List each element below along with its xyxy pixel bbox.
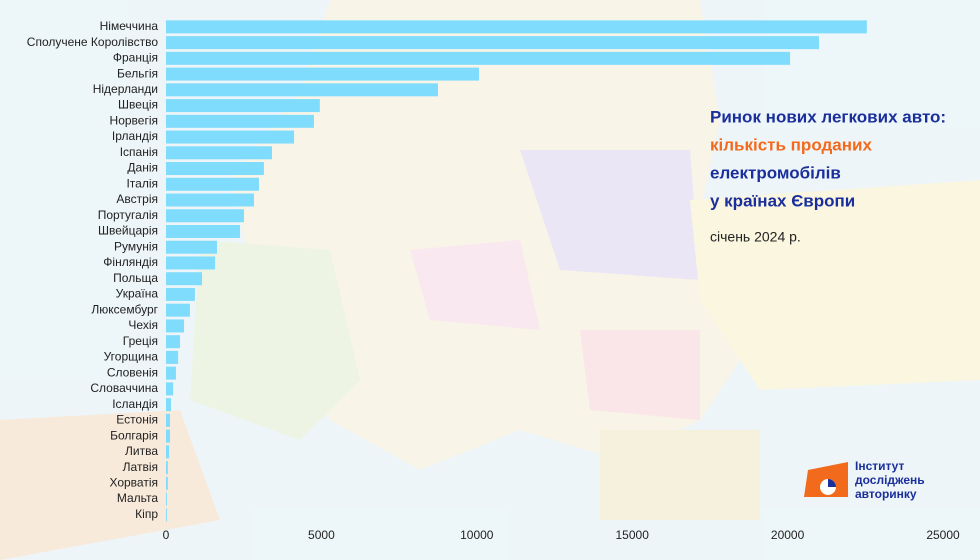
bar: [166, 366, 176, 380]
y-tick-label: Польща: [113, 271, 158, 285]
y-tick-label: Данія: [127, 161, 158, 175]
bar: [166, 177, 259, 191]
y-tick-label: Швейцарія: [98, 224, 158, 238]
y-tick-label: Румунія: [114, 239, 158, 253]
y-tick-label: Сполучене Королівство: [27, 35, 159, 49]
y-tick-label: Швеція: [118, 98, 158, 112]
x-tick-label: 15000: [616, 528, 650, 542]
y-tick-label: Німеччина: [100, 19, 159, 33]
bar: [166, 146, 272, 160]
y-tick-label: Кіпр: [135, 507, 158, 521]
bar: [166, 303, 190, 317]
chart-title: Ринок нових легкових авто:: [710, 107, 946, 126]
y-tick-label: Португалія: [98, 208, 158, 222]
x-tick-label: 5000: [308, 528, 335, 542]
bar: [166, 461, 168, 475]
y-tick-label: Бельгія: [117, 66, 158, 80]
bar: [166, 36, 819, 50]
bar: [166, 335, 180, 349]
bar: [166, 224, 240, 238]
y-tick-label: Хорватія: [109, 476, 158, 490]
logo-text: досліджень: [855, 473, 925, 487]
x-tick-label: 0: [163, 528, 170, 542]
y-tick-label: Іспанія: [120, 145, 158, 159]
bar: [166, 287, 195, 301]
logo-text: авторинку: [855, 487, 917, 501]
y-tick-label: Ісландія: [112, 397, 158, 411]
bar: [166, 209, 245, 223]
chart-title: електромобілів: [710, 163, 841, 182]
y-tick-label: Люксембург: [91, 302, 158, 316]
bar: [166, 398, 171, 412]
bar: [166, 130, 295, 144]
bar: [166, 114, 314, 128]
x-tick-label: 20000: [771, 528, 805, 542]
y-tick-label: Естонія: [116, 413, 158, 427]
bar: [166, 83, 438, 97]
y-tick-label: Мальта: [117, 491, 158, 505]
logo-mark: [804, 462, 848, 497]
chart-subtitle: січень 2024 р.: [710, 229, 801, 245]
y-tick-label: Словаччина: [90, 381, 158, 395]
bar: [166, 492, 167, 506]
bar: [166, 99, 320, 113]
y-tick-label: Греція: [123, 334, 158, 348]
y-tick-label: Нідерланди: [93, 82, 158, 96]
bar: [166, 240, 217, 254]
y-tick-label: Австрія: [116, 192, 158, 206]
x-tick-label: 25000: [926, 528, 960, 542]
chart-title: у країнах Європи: [710, 191, 855, 210]
chart-title: кількість проданих: [710, 135, 872, 154]
bar: [166, 476, 168, 490]
bar: [166, 162, 264, 176]
bar: [166, 319, 185, 333]
bar: [166, 508, 167, 522]
y-tick-label: Литва: [125, 444, 158, 458]
bar: [166, 429, 171, 443]
y-tick-label: Фінляндія: [103, 255, 158, 269]
bar: [166, 445, 170, 459]
bar: [166, 67, 479, 81]
y-tick-label: Ірландія: [112, 129, 158, 143]
bar: [166, 272, 203, 286]
logo-text: Інститут: [855, 459, 905, 473]
y-tick-label: Угорщина: [104, 350, 159, 364]
y-tick-label: Україна: [116, 287, 159, 301]
bar: [166, 193, 254, 207]
y-tick-label: Латвія: [123, 460, 158, 474]
y-tick-label: Франція: [113, 51, 158, 65]
y-tick-label: Болгарія: [110, 428, 158, 442]
bar: [166, 350, 179, 364]
y-tick-label: Норвегія: [110, 113, 158, 127]
bar: [166, 413, 171, 427]
y-tick-label: Чехія: [128, 318, 158, 332]
bar: [166, 382, 174, 396]
y-tick-label: Словенія: [107, 365, 158, 379]
y-tick-label: Італія: [126, 176, 158, 190]
bar: [166, 51, 791, 65]
x-tick-label: 10000: [460, 528, 494, 542]
bar: [166, 20, 867, 34]
bar: [166, 256, 216, 270]
